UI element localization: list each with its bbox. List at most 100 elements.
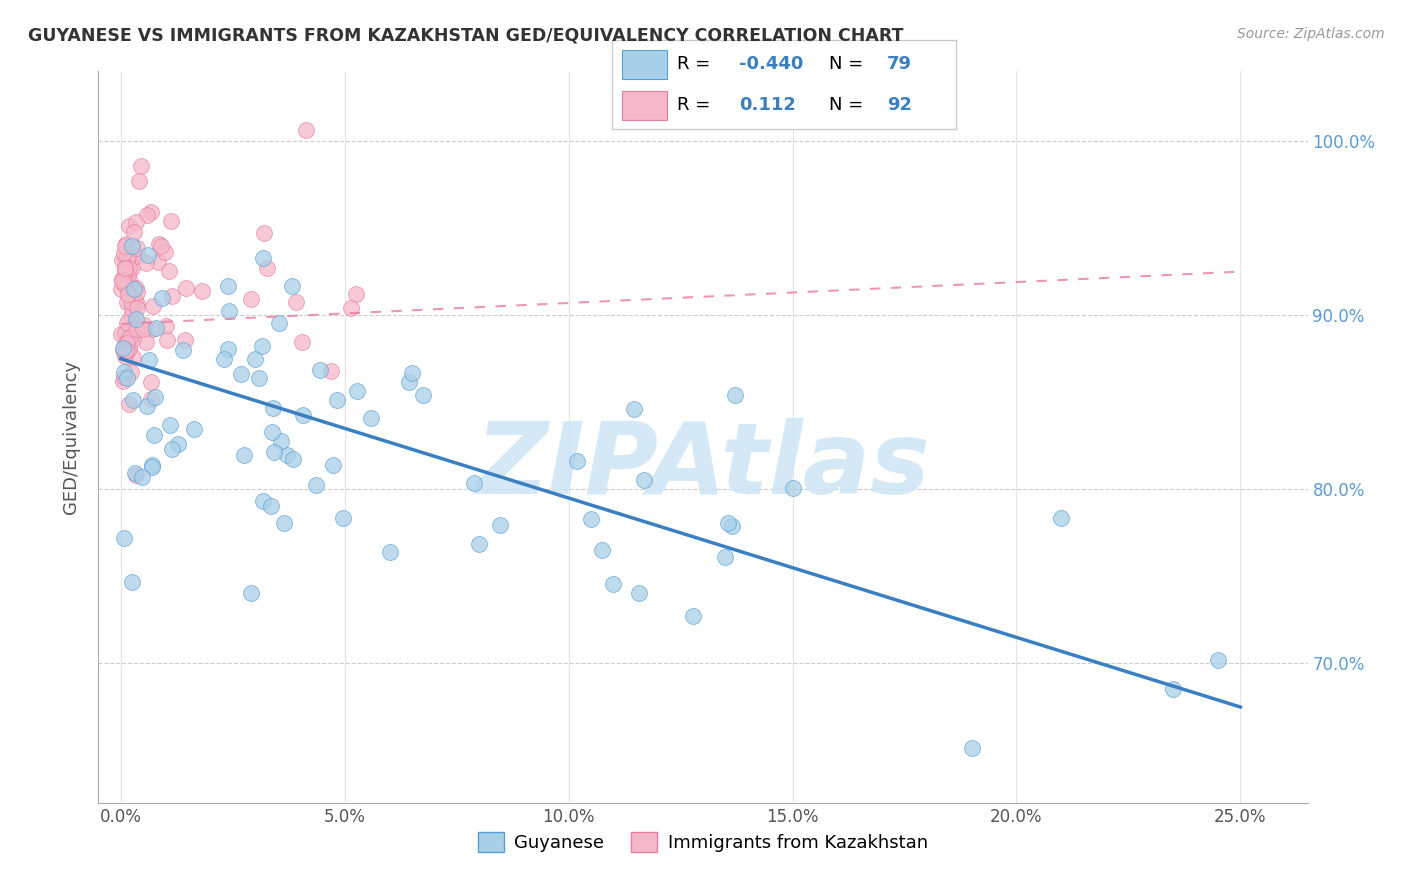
Point — [960, 740, 983, 755]
Point — [146, 255, 169, 269]
Y-axis label: GED/Equivalency: GED/Equivalency — [62, 360, 80, 514]
Point — [112, 276, 135, 290]
Point — [398, 376, 420, 390]
Point — [280, 278, 302, 293]
Point — [1050, 511, 1073, 525]
Point — [378, 545, 401, 559]
Point — [112, 273, 135, 287]
Point — [263, 445, 285, 459]
Point — [218, 304, 240, 318]
Point — [135, 334, 157, 349]
Point — [112, 531, 135, 545]
Point — [117, 342, 139, 356]
Text: 79: 79 — [887, 55, 912, 73]
Point — [125, 281, 148, 295]
Point — [127, 301, 149, 315]
Point — [124, 466, 146, 480]
Point — [112, 369, 135, 384]
Point — [114, 326, 136, 340]
Point — [115, 252, 138, 266]
Point — [117, 249, 139, 263]
Point — [360, 410, 382, 425]
Point — [721, 519, 744, 533]
Point — [115, 316, 138, 330]
Point — [174, 281, 197, 295]
Point — [270, 434, 292, 448]
Point — [682, 608, 704, 623]
Point — [115, 371, 138, 385]
Point — [295, 123, 318, 137]
Point — [714, 549, 737, 564]
Point — [111, 271, 134, 285]
Point — [252, 493, 274, 508]
Point — [114, 343, 136, 358]
Point — [717, 516, 740, 531]
Point — [112, 343, 135, 357]
Point — [117, 333, 139, 347]
Point — [250, 338, 273, 352]
Point — [139, 392, 162, 406]
Point — [468, 537, 491, 551]
Point — [145, 321, 167, 335]
Text: R =: R = — [678, 96, 716, 114]
Point — [110, 282, 132, 296]
Point — [183, 421, 205, 435]
Point — [567, 453, 589, 467]
Point — [112, 277, 135, 291]
Point — [124, 322, 146, 336]
Point — [150, 291, 173, 305]
Point — [149, 239, 172, 253]
Point — [125, 215, 148, 229]
Point — [217, 343, 239, 357]
Point — [121, 574, 143, 589]
Text: 0.112: 0.112 — [740, 96, 796, 114]
Point — [156, 333, 179, 347]
Point — [141, 205, 163, 219]
Point — [256, 261, 278, 276]
Point — [129, 159, 152, 173]
Point — [239, 292, 262, 306]
Point — [276, 448, 298, 462]
Point — [191, 284, 214, 298]
FancyBboxPatch shape — [621, 91, 666, 120]
Point — [463, 476, 485, 491]
Point — [111, 374, 134, 388]
Point — [305, 477, 328, 491]
Text: N =: N = — [828, 55, 869, 73]
Point — [112, 246, 135, 260]
Point — [143, 427, 166, 442]
Point — [120, 295, 142, 310]
Legend: Guyanese, Immigrants from Kazakhstan: Guyanese, Immigrants from Kazakhstan — [471, 824, 935, 860]
Point — [114, 349, 136, 363]
Point — [125, 468, 148, 483]
Point — [125, 297, 148, 311]
Point — [118, 330, 141, 344]
Point — [114, 238, 136, 252]
Point — [110, 326, 132, 341]
Point — [120, 276, 142, 290]
Point — [114, 265, 136, 279]
Point — [114, 252, 136, 266]
Point — [122, 282, 145, 296]
Point — [120, 309, 142, 323]
Point — [253, 226, 276, 240]
Point — [112, 341, 135, 355]
Point — [121, 350, 143, 364]
Point — [114, 237, 136, 252]
Point — [125, 322, 148, 336]
Point — [111, 274, 134, 288]
Point — [602, 577, 624, 591]
Point — [117, 268, 139, 282]
Point — [128, 174, 150, 188]
Point — [229, 368, 252, 382]
Point — [269, 316, 291, 330]
Point — [114, 336, 136, 351]
Point — [121, 322, 143, 336]
Point — [125, 241, 148, 255]
Point — [252, 251, 274, 265]
Point — [131, 322, 153, 336]
Point — [214, 352, 236, 367]
Point — [153, 245, 176, 260]
Point — [114, 260, 136, 275]
Point — [127, 249, 149, 263]
